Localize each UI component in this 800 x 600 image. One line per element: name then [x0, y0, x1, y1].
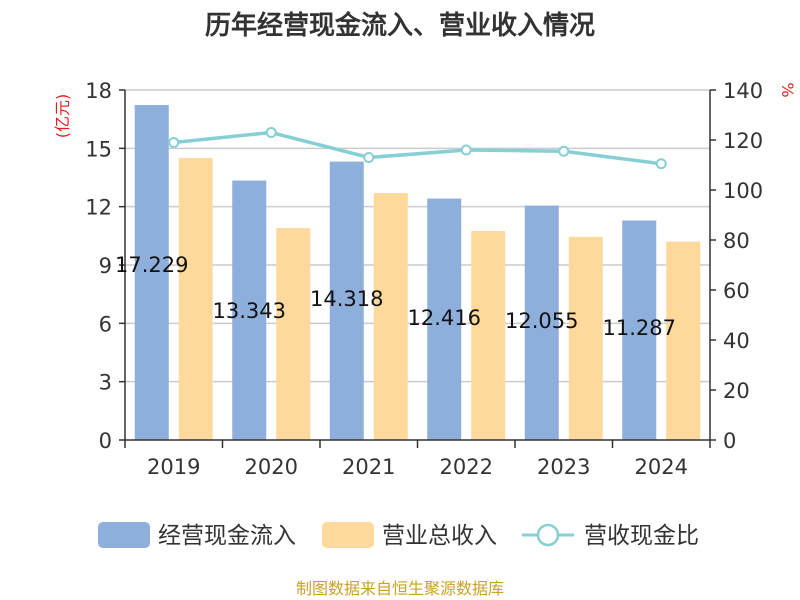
- left-axis-unit: (亿元): [53, 94, 72, 139]
- source-note: 制图数据来自恒生聚源数据库: [296, 579, 504, 598]
- legend-swatch-revenue: [322, 522, 374, 548]
- legend-label-cash-inflow: 经营现金流入: [158, 523, 296, 549]
- legend: 经营现金流入 营业总收入 营收现金比: [98, 522, 699, 549]
- right-axis-tick-label: 20: [723, 379, 750, 403]
- bar-revenue: [471, 230, 506, 440]
- left-axis-tick-label: 18: [85, 79, 112, 103]
- data-label: 14.318: [310, 287, 383, 311]
- right-axis-tick-label: 80: [723, 229, 750, 253]
- ratio-point: [558, 145, 570, 157]
- right-axis-tick-label: 40: [723, 329, 750, 353]
- data-label: 12.416: [408, 306, 481, 330]
- bar-revenue: [276, 228, 311, 440]
- left-axis-tick-label: 3: [99, 371, 112, 395]
- ratio-line: [173, 130, 662, 166]
- left-axis-tick-label: 0: [99, 429, 112, 453]
- data-label: 13.343: [213, 299, 286, 323]
- bar-cash-inflow: [622, 220, 657, 440]
- left-axis-tick-label: 9: [99, 254, 112, 278]
- left-axis-tick-label: 12: [85, 196, 112, 220]
- ratio-point: [363, 152, 375, 163]
- x-axis-tick-label: 2021: [342, 455, 395, 479]
- bar-cash-inflow: [524, 205, 559, 440]
- data-label: 11.287: [603, 316, 676, 340]
- bars: [134, 104, 701, 441]
- right-axis-tick-label: 140: [723, 79, 763, 103]
- ratio-point: [460, 144, 472, 156]
- legend-label-revenue: 营业总收入: [382, 523, 497, 549]
- right-axis-tick-label: 0: [723, 429, 736, 453]
- legend-swatch-cash-inflow: [98, 522, 150, 548]
- bar-revenue: [568, 236, 603, 440]
- bar-cash-inflow: [134, 104, 169, 440]
- data-labels: 17.229 13.343 14.318 12.416 12.055 11.287: [115, 253, 676, 340]
- data-label: 17.229: [115, 253, 188, 277]
- right-axis-tick-label: 60: [723, 279, 750, 303]
- line-series: [168, 127, 667, 170]
- bar-revenue: [666, 241, 701, 440]
- ratio-point: [655, 158, 667, 170]
- left-axis-tick-label: 6: [99, 312, 112, 336]
- x-axis-tick-label: 2022: [440, 455, 493, 479]
- left-axis-tick-label: 15: [85, 137, 112, 161]
- bar-revenue: [178, 158, 213, 441]
- ratio-point: [265, 127, 277, 138]
- ratio-point: [168, 137, 180, 148]
- bar-cash-inflow: [329, 161, 364, 440]
- bar-revenue: [373, 193, 408, 440]
- right-axis-unit: %: [778, 82, 797, 97]
- x-axis-tick-label: 2023: [537, 455, 590, 479]
- bar-cash-inflow: [427, 198, 462, 440]
- axes: 0 3 6 9 12 15 18 0 20 40 60 80 100 120 140 2019 2020 2021…: [85, 79, 763, 479]
- right-axis-tick-label: 100: [723, 179, 763, 203]
- grid: [125, 89, 710, 383]
- x-axis-tick-label: 2024: [635, 455, 688, 479]
- x-axis-tick-label: 2020: [245, 455, 298, 479]
- legend-label-ratio: 营收现金比: [584, 523, 699, 549]
- bar-cash-inflow: [232, 180, 267, 440]
- right-axis-tick-label: 120: [723, 129, 763, 153]
- legend-swatch-ratio-marker: [536, 523, 560, 547]
- chart-title: 历年经营现金流入、营业收入情况: [205, 10, 595, 41]
- x-axis-tick-label: 2019: [147, 455, 200, 479]
- data-label: 12.055: [505, 309, 578, 333]
